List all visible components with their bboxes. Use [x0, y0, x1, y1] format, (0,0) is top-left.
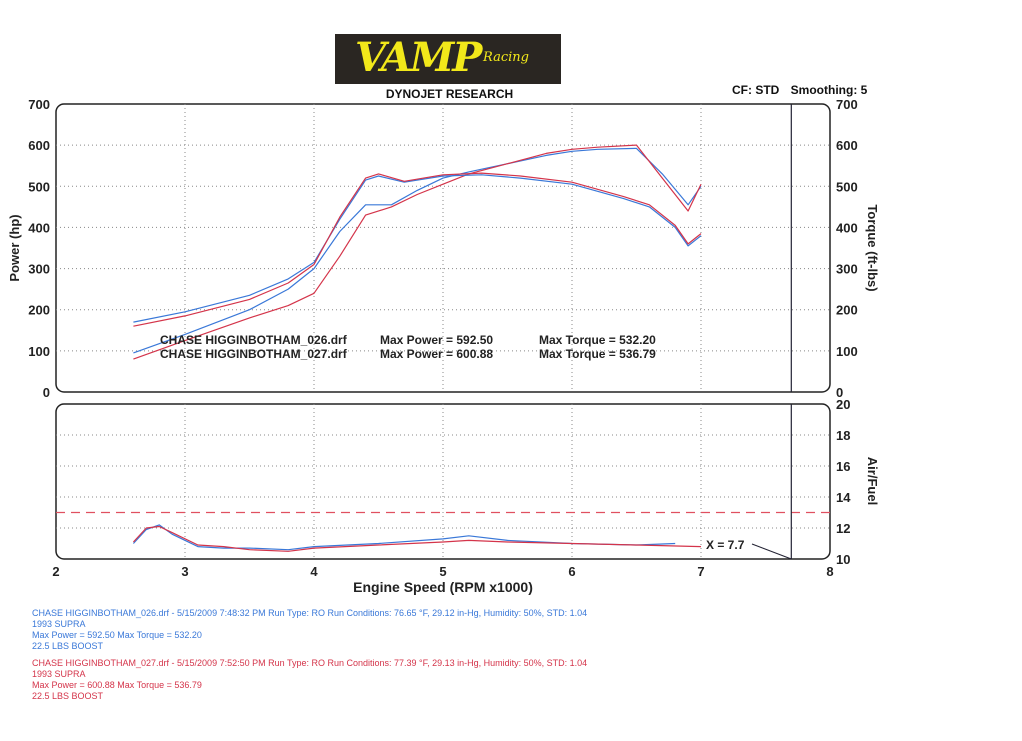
y-tick-label-right: 100: [836, 344, 858, 359]
axis-labels: 2 3 4 5 6 7 8 0 0 100 100 200 200 300 300 400 400 500 500 6…: [28, 97, 857, 579]
vamp-racing-logo: VAMP Racing: [335, 34, 561, 84]
x-tick-label: 7: [697, 564, 704, 579]
cursor-readout: X = 7.7: [706, 538, 745, 552]
y-tick-label-left: 600: [28, 138, 50, 153]
afr-tick-label: 14: [836, 490, 851, 505]
logo-main-text: VAMP: [355, 34, 482, 81]
run-027-max-power: Max Power = 600.88: [380, 347, 493, 361]
engine-speed-axis-label: Engine Speed (RPM x1000): [353, 579, 533, 595]
legend-notes: 22.5 LBS BOOST: [32, 641, 104, 651]
run-026-name: CHASE HIGGINBOTHAM_026.drf: [160, 333, 348, 347]
max-values-annotation: CHASE HIGGINBOTHAM_026.drf Max Power = 5…: [160, 333, 656, 361]
torque-curve: [133, 174, 702, 323]
y-tick-label-right: 700: [836, 97, 858, 112]
chart-settings: CF: STD Smoothing: 5: [732, 83, 875, 97]
legend-max-values: Max Power = 592.50 Max Torque = 532.20: [32, 630, 202, 640]
torque-axis-label: Torque (ft-lbs): [865, 204, 880, 291]
x-tick-label: 2: [52, 564, 59, 579]
y-tick-label-left: 700: [28, 97, 50, 112]
legend-max-values: Max Power = 600.88 Max Torque = 536.79: [32, 680, 202, 690]
run-027-name: CHASE HIGGINBOTHAM_027.drf: [160, 347, 348, 361]
logo-sub-text: Racing: [483, 50, 529, 65]
legend-run-027: CHASE HIGGINBOTHAM_027.drf - 5/15/2009 7…: [32, 658, 587, 702]
x-tick-label: 5: [439, 564, 446, 579]
y-tick-label-left: 300: [28, 262, 50, 277]
cursor-pointer-line: [751, 543, 792, 560]
data-curves: [132, 144, 702, 552]
power-torque-grid: [56, 104, 830, 392]
x-tick-label: 6: [568, 564, 575, 579]
x-tick-label: 3: [181, 564, 188, 579]
y-tick-label-right: 500: [836, 179, 858, 194]
run-027-max-torque: Max Torque = 536.79: [539, 347, 656, 361]
power-curve: [133, 144, 702, 360]
afr-tick-label: 10: [836, 552, 850, 567]
y-tick-label-left: 200: [28, 303, 50, 318]
y-tick-label-left: 400: [28, 220, 50, 235]
y-tick-label-left: 0: [43, 385, 50, 400]
legend-vehicle: 1993 SUPRA: [32, 669, 86, 679]
dynojet-title: DYNOJET RESEARCH: [385, 87, 514, 101]
smoothing-setting: Smoothing: 5: [790, 83, 868, 97]
x-tick-label: 8: [826, 564, 833, 579]
air-fuel-axis-label: Air/Fuel: [865, 457, 880, 505]
y-tick-label-left: 500: [28, 179, 50, 194]
air-fuel-curve: [132, 525, 702, 552]
afr-tick-label: 12: [836, 521, 850, 536]
legend-run-026: CHASE HIGGINBOTHAM_026.drf - 5/15/2009 7…: [32, 608, 587, 652]
power-axis-label: Power (hp): [7, 214, 22, 281]
legend-run-info: CHASE HIGGINBOTHAM_026.drf - 5/15/2009 7…: [32, 608, 588, 618]
afr-tick-label: 18: [836, 428, 850, 443]
run-026-max-torque: Max Torque = 532.20: [539, 333, 656, 347]
y-tick-label-right: 300: [836, 262, 858, 277]
power-curve: [133, 147, 702, 354]
cf-setting: CF: STD: [732, 83, 780, 97]
legend-notes: 22.5 LBS BOOST: [32, 691, 104, 701]
air-fuel-panel: [55, 403, 831, 560]
legend-run-info: CHASE HIGGINBOTHAM_027.drf - 5/15/2009 7…: [32, 658, 588, 668]
x-tick-label: 4: [310, 564, 318, 579]
air-fuel-grid: [56, 404, 830, 560]
afr-tick-label: 16: [836, 459, 850, 474]
y-tick-label-right: 400: [836, 220, 858, 235]
torque-curve: [133, 172, 702, 327]
afr-tick-label: 20: [836, 397, 850, 412]
y-tick-label-left: 100: [28, 344, 50, 359]
legend-vehicle: 1993 SUPRA: [32, 619, 86, 629]
y-tick-label-right: 0: [836, 385, 843, 400]
y-tick-label-right: 600: [836, 138, 858, 153]
run-026-max-power: Max Power = 592.50: [380, 333, 493, 347]
y-tick-label-right: 200: [836, 303, 858, 318]
